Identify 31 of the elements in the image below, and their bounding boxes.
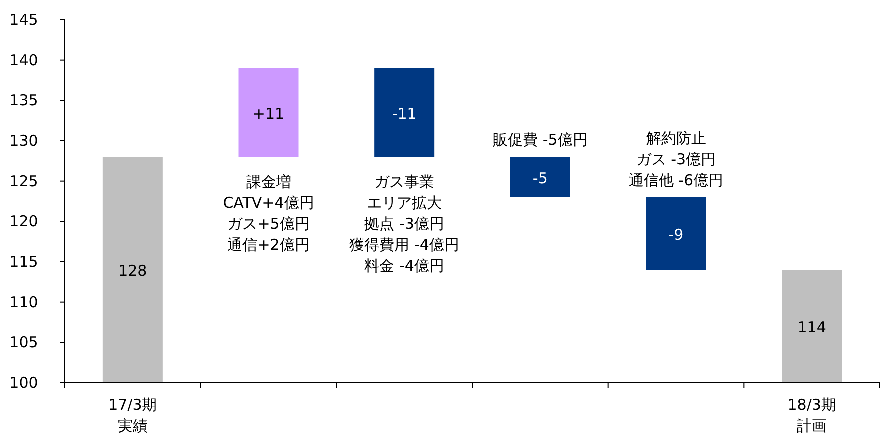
y-tick-label: 115 xyxy=(10,253,38,271)
data-label: 114 xyxy=(798,318,826,337)
y-tick-label: 100 xyxy=(10,374,38,392)
annotation: 課金増 xyxy=(246,173,292,192)
y-tick-label: 140 xyxy=(10,51,38,70)
data-label: -11 xyxy=(392,104,417,123)
annotation: 販促費 -5億円 xyxy=(493,131,588,150)
y-tick-label: 130 xyxy=(10,132,38,150)
annotation: 料金 -4億円 xyxy=(364,257,444,276)
y-tick-label: 135 xyxy=(10,92,38,110)
data-label: -5 xyxy=(532,169,548,188)
annotation: CATV+4億円 xyxy=(223,194,314,212)
annotation: 解約防止 xyxy=(646,129,706,148)
annotation: エリア拡大 xyxy=(367,194,442,212)
annotation: 獲得費用 -4億円 xyxy=(350,236,460,254)
annotation: 拠点 -3億円 xyxy=(364,215,444,234)
data-label: -9 xyxy=(668,226,684,244)
y-tick-label: 145 xyxy=(10,11,38,29)
data-label: +11 xyxy=(252,104,285,123)
annotation: 通信他 -6億円 xyxy=(628,171,724,190)
y-tick-label: 125 xyxy=(10,172,38,190)
x-tick-label: 18/3期計画 xyxy=(786,395,838,437)
annotation: ガス+5億円 xyxy=(228,215,310,234)
annotation: 通信+2億円 xyxy=(228,236,310,254)
annotation: ガス -3億円 xyxy=(636,150,716,168)
annotation: ガス事業 xyxy=(374,173,435,192)
y-tick-label: 105 xyxy=(10,334,38,352)
x-tick-label: 17/3期実績 xyxy=(108,395,158,437)
y-tick-label: 110 xyxy=(10,293,38,312)
y-tick-label: 120 xyxy=(10,212,38,231)
data-label: 128 xyxy=(118,262,148,280)
